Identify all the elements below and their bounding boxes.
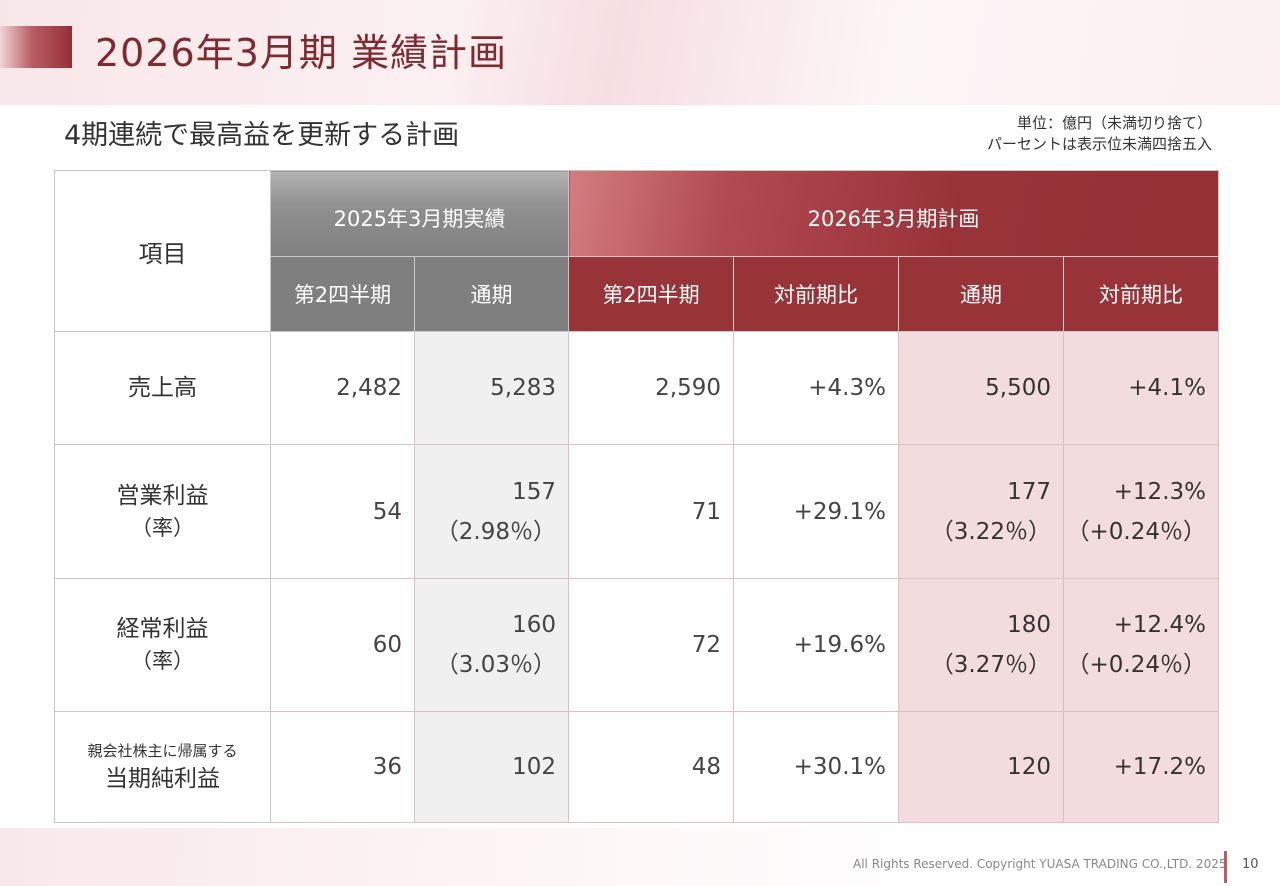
header-2025-actual: 2025年3月期実績 [270,170,569,257]
cell-2026-q2: 2,590 [568,331,734,445]
cell-2026-q2-yoy: +4.3% [733,331,899,445]
header-2026-plan: 2026年3月期計画 [568,170,1219,257]
cell-2026-fy-yoy: +4.1% [1063,331,1219,445]
cell-2026-fy-yoy: +12.3% （+0.24％） [1063,444,1219,579]
subheader-2026-fy: 通期 [898,256,1064,332]
row-label: 営業利益 （率） [54,444,271,579]
performance-table: 項目 2025年3月期実績 2026年3月期計画 第2四半期 通期 第2四半期 … [54,170,1219,823]
cell-rate: （+0.24％） [1066,652,1206,678]
cell-2025-q2: 60 [270,578,415,712]
cell-2026-q2-yoy: +30.1% [733,711,899,823]
cell-rate: （3.27％） [930,652,1051,678]
cell-value: 157 [512,478,556,505]
row-label-text: 営業利益 [116,482,209,509]
cell-2026-fy: 177 （3.22％） [898,444,1064,579]
row-label: 経常利益 （率） [54,578,271,712]
subheader-2026-q2-yoy: 対前期比 [733,256,899,332]
row-label-text: 当期純利益 [105,766,220,792]
item-header: 項目 [54,170,271,332]
subheader-2026-q2: 第2四半期 [568,256,734,332]
row-label: 親会社株主に帰属する 当期純利益 [54,711,271,823]
cell-2025-q2: 2,482 [270,331,415,445]
cell-rate: （+0.24％） [1066,518,1206,545]
cell-2026-q2: 72 [568,578,734,712]
subheader-2025-fy: 通期 [414,256,569,332]
cell-2026-fy-yoy: +12.4% （+0.24％） [1063,578,1219,712]
page-title: 2026年3月期 業績計画 [95,31,507,75]
cell-2026-fy: 180 （3.27％） [898,578,1064,712]
cell-2025-fy: 160 （3.03％） [414,578,569,712]
row-label-rate: （率） [131,515,194,540]
cell-rate: （3.03％） [435,652,556,678]
cell-rate: （2.98％） [435,518,556,545]
cell-value: 160 [512,612,556,638]
title-accent-bar [0,26,72,68]
cell-value: 180 [1007,612,1051,638]
cell-value: 177 [1007,478,1051,505]
cell-2025-fy: 102 [414,711,569,823]
cell-2026-fy: 120 [898,711,1064,823]
cell-2025-fy: 157 （2.98％） [414,444,569,579]
cell-2026-fy: 5,500 [898,331,1064,445]
unit-note-line2: パーセントは表示位未満四捨五入 [986,135,1212,153]
page-number: 10 [1242,857,1259,872]
cell-2025-q2: 36 [270,711,415,823]
table-row-ordinary-income: 経常利益 （率） 60 160 （3.03％） 72 +19.6% 180 （3… [54,578,1219,712]
cell-2026-q2-yoy: +19.6% [733,578,899,712]
cell-value: +12.4% [1113,612,1206,638]
footer-separator [1224,851,1227,883]
unit-note: 単位：億円（未満切り捨て） パーセントは表示位未満四捨五入 [987,113,1212,155]
row-label-text: 経常利益 [116,616,209,642]
subheader-2026-fy-yoy: 対前期比 [1063,256,1219,332]
footer-background [0,828,1280,886]
cell-rate: （3.22％） [930,518,1051,545]
row-label: 売上高 [54,331,271,445]
cell-2025-fy: 5,283 [414,331,569,445]
table-row-net-sales: 売上高 2,482 5,283 2,590 +4.3% 5,500 +4.1% [54,331,1219,445]
cell-2026-q2-yoy: +29.1% [733,444,899,579]
cell-2026-q2: 71 [568,444,734,579]
cell-value: +12.3% [1113,478,1206,505]
cell-2026-fy-yoy: +17.2% [1063,711,1219,823]
footer-copyright: All Rights Reserved. Copyright YUASA TRA… [853,857,1227,871]
table-row-operating-income: 営業利益 （率） 54 157 （2.98％） 71 +29.1% 177 （3… [54,444,1219,579]
page-subtitle: 4期連続で最高益を更新する計画 [64,120,460,151]
header-background [0,0,1280,105]
row-label-rate: （率） [131,649,194,673]
cell-2026-q2: 48 [568,711,734,823]
unit-note-line1: 単位：億円（未満切り捨て） [1016,114,1212,132]
cell-2025-q2: 54 [270,444,415,579]
row-label-text: 売上高 [128,375,197,401]
row-label-small: 親会社株主に帰属する [87,742,238,760]
table-row-net-income: 親会社株主に帰属する 当期純利益 36 102 48 +30.1% 120 +1… [54,711,1219,823]
subheader-2025-q2: 第2四半期 [270,256,415,332]
